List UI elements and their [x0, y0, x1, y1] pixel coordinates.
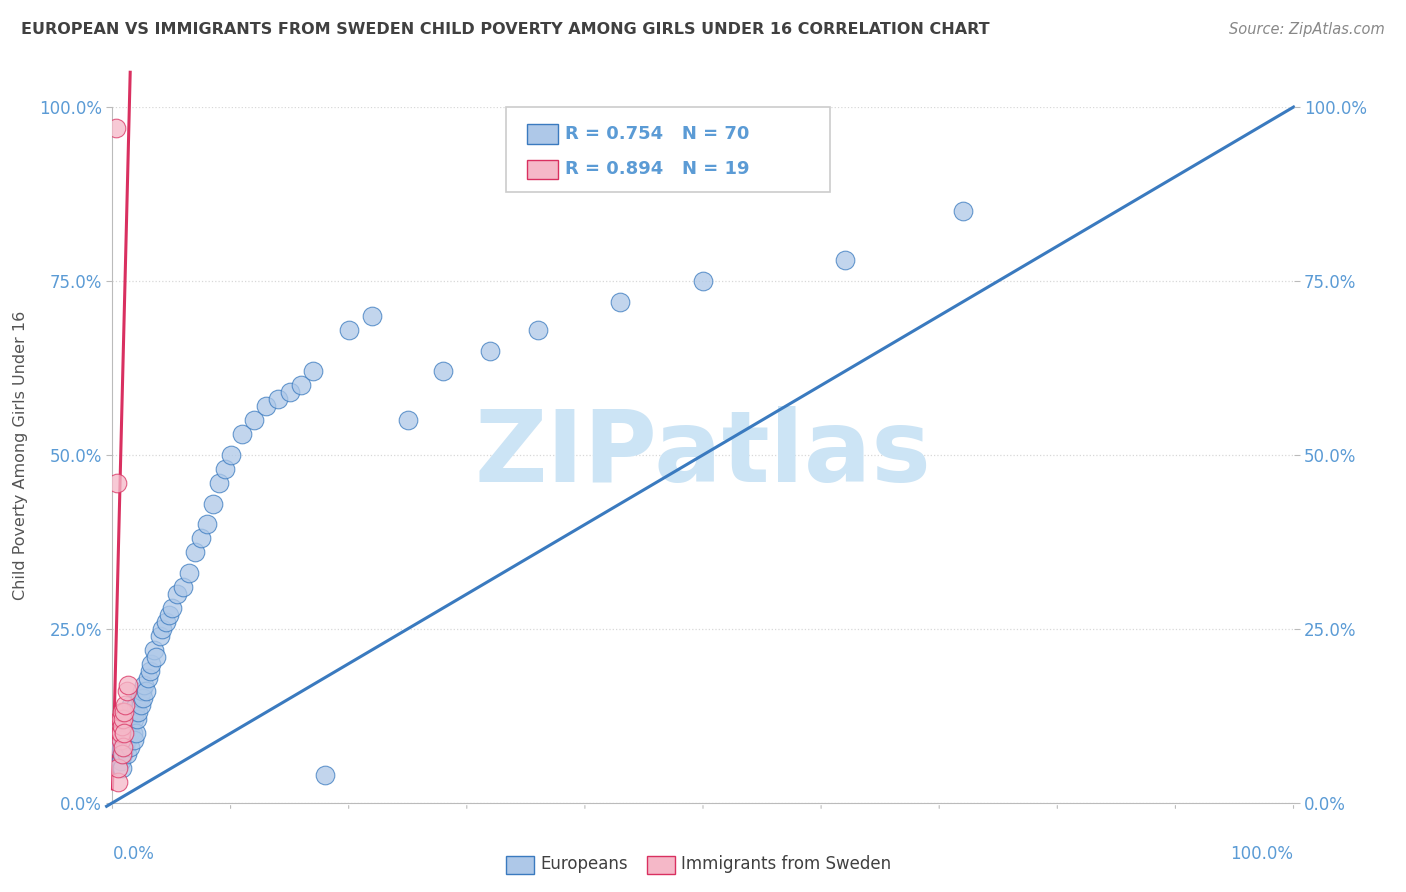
Point: [107, 775, 129, 789]
Point: [278, 385, 301, 400]
Point: [107, 761, 129, 775]
Point: [122, 733, 145, 747]
Point: [479, 343, 502, 358]
Point: [111, 761, 134, 775]
Point: [115, 684, 138, 698]
Point: [114, 740, 136, 755]
Point: [166, 587, 188, 601]
Point: [160, 601, 183, 615]
Point: [110, 712, 132, 726]
Text: Immigrants from Sweden: Immigrants from Sweden: [681, 855, 890, 873]
Text: Europeans: Europeans: [540, 855, 627, 873]
Point: [114, 698, 136, 713]
Point: [112, 726, 135, 740]
Point: [184, 545, 207, 559]
Point: [125, 726, 148, 740]
Point: [127, 706, 149, 720]
Point: [141, 657, 163, 671]
Point: [135, 684, 157, 698]
Point: [127, 712, 149, 726]
Point: [120, 740, 142, 755]
Point: [111, 719, 134, 733]
Point: [111, 747, 134, 761]
Point: [134, 677, 156, 691]
Y-axis label: Child Poverty Among Girls Under 16: Child Poverty Among Girls Under 16: [13, 310, 28, 599]
Point: [107, 740, 129, 755]
Point: [129, 698, 152, 713]
Point: [112, 706, 135, 720]
Point: [219, 448, 242, 462]
Point: [136, 671, 159, 685]
Point: [125, 698, 148, 713]
Point: [105, 120, 128, 135]
Point: [117, 712, 139, 726]
Point: [243, 413, 266, 427]
Point: [112, 726, 135, 740]
Point: [110, 754, 132, 768]
Point: [117, 677, 139, 691]
Point: [609, 294, 631, 309]
Point: [128, 691, 150, 706]
Text: ZIPatlas: ZIPatlas: [475, 407, 931, 503]
Point: [290, 378, 312, 392]
Point: [692, 274, 714, 288]
Text: R = 0.894   N = 19: R = 0.894 N = 19: [565, 161, 749, 178]
Point: [149, 629, 172, 643]
Point: [131, 684, 153, 698]
Point: [108, 726, 131, 740]
Point: [179, 566, 201, 581]
Point: [195, 517, 218, 532]
Text: 0.0%: 0.0%: [112, 845, 155, 863]
Text: EUROPEAN VS IMMIGRANTS FROM SWEDEN CHILD POVERTY AMONG GIRLS UNDER 16 CORRELATIO: EUROPEAN VS IMMIGRANTS FROM SWEDEN CHILD…: [21, 22, 990, 37]
Point: [302, 364, 325, 378]
Point: [952, 204, 974, 219]
Point: [157, 607, 180, 622]
Point: [208, 475, 231, 490]
Point: [124, 706, 146, 720]
Point: [142, 642, 165, 657]
Point: [396, 413, 419, 427]
Point: [120, 712, 142, 726]
Point: [201, 497, 224, 511]
Point: [110, 733, 132, 747]
Point: [231, 427, 253, 442]
Point: [361, 309, 384, 323]
Point: [432, 364, 454, 378]
Point: [190, 532, 212, 546]
Point: [150, 622, 173, 636]
Point: [117, 726, 139, 740]
Point: [112, 740, 135, 755]
Point: [112, 733, 135, 747]
Point: [337, 323, 360, 337]
Text: Source: ZipAtlas.com: Source: ZipAtlas.com: [1229, 22, 1385, 37]
Point: [526, 323, 548, 337]
Point: [112, 712, 135, 726]
Point: [139, 664, 162, 678]
Point: [314, 768, 336, 782]
Point: [834, 253, 856, 268]
Point: [267, 392, 290, 407]
Point: [105, 475, 128, 490]
Point: [122, 712, 145, 726]
Text: R = 0.754   N = 70: R = 0.754 N = 70: [565, 125, 749, 143]
Point: [120, 698, 142, 713]
Point: [111, 706, 134, 720]
Point: [155, 615, 177, 629]
Point: [214, 462, 236, 476]
Point: [121, 726, 143, 740]
Point: [120, 726, 142, 740]
Point: [132, 691, 155, 706]
Point: [108, 712, 131, 726]
Point: [254, 399, 277, 413]
Point: [112, 712, 135, 726]
Point: [112, 747, 135, 761]
Text: 100.0%: 100.0%: [1230, 845, 1294, 863]
Point: [115, 733, 138, 747]
Point: [112, 719, 135, 733]
Point: [110, 726, 132, 740]
Point: [118, 719, 141, 733]
Point: [172, 580, 194, 594]
Point: [115, 747, 138, 761]
Point: [145, 649, 167, 664]
